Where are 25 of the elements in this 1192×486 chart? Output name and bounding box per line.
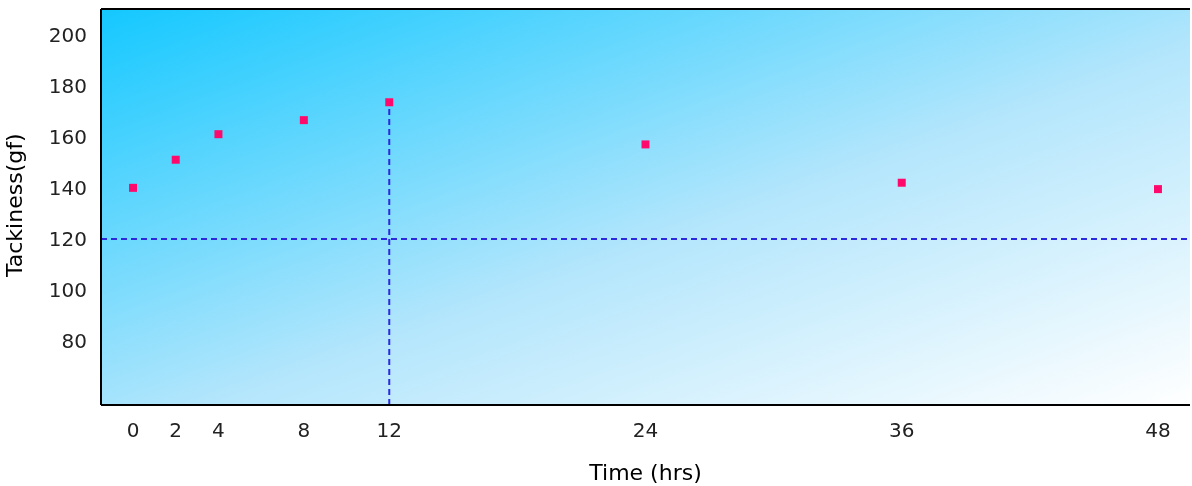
y-tick-label: 80 bbox=[61, 329, 87, 354]
x-tick-label: 4 bbox=[212, 418, 225, 443]
y-tick-label: 120 bbox=[48, 227, 87, 252]
x-tick-label: 12 bbox=[376, 418, 402, 443]
x-tick-label: 8 bbox=[297, 418, 311, 443]
x-tick-label: 48 bbox=[1145, 418, 1171, 443]
x-axis-title: Time (hrs) bbox=[588, 460, 702, 485]
point bbox=[214, 130, 223, 139]
x-tick-label: 36 bbox=[889, 418, 915, 443]
point bbox=[1153, 185, 1162, 194]
point bbox=[171, 155, 180, 164]
x-tick-label: 2 bbox=[169, 418, 183, 443]
point bbox=[129, 183, 138, 192]
x-tick-label: 24 bbox=[632, 418, 659, 443]
point bbox=[641, 140, 650, 149]
y-axis-title: Tackiness(gf) bbox=[1, 133, 27, 278]
y-tick-label: 180 bbox=[48, 73, 87, 98]
y-tick-label: 200 bbox=[48, 22, 87, 47]
y-tick-label: 140 bbox=[48, 175, 87, 200]
point bbox=[897, 178, 906, 187]
point bbox=[299, 116, 308, 125]
y-tick-label: 100 bbox=[48, 278, 87, 303]
y-tick-label: 160 bbox=[48, 124, 87, 149]
point bbox=[385, 98, 394, 107]
x-tick-label: 0 bbox=[126, 418, 140, 443]
